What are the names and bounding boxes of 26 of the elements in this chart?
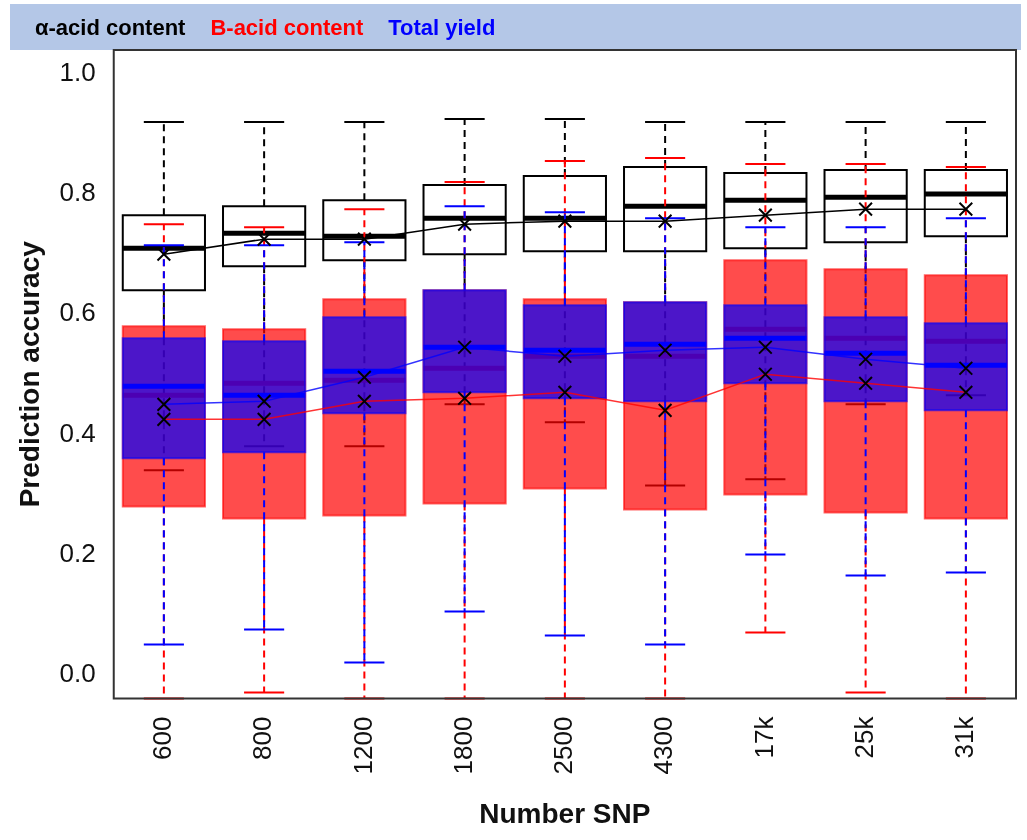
x-tick-label: 1200: [347, 716, 378, 775]
text: Total yield: [388, 15, 496, 41]
point: [758, 207, 773, 223]
x-tick-label: 25k: [848, 715, 879, 759]
point: [357, 231, 372, 247]
x-tick-label: 4300: [648, 716, 679, 775]
y-tick-label: 0.2: [59, 537, 96, 568]
y-tick-label: 1.0: [59, 57, 96, 88]
x-tick-label: 31k: [949, 715, 980, 759]
x-axis-title: Number SNP: [479, 797, 651, 829]
x-tick-label: 17k: [748, 715, 779, 759]
y-tick-label: 0.0: [59, 657, 96, 688]
x-tick-label: 2500: [548, 716, 579, 775]
point: [958, 201, 974, 217]
text: B-acid content: [210, 15, 364, 41]
x-tick-label: 1800: [447, 716, 478, 775]
y-tick-label: 0.8: [59, 177, 96, 208]
y-tick-label: 0.6: [59, 297, 96, 328]
point: [557, 213, 573, 229]
text: α-acid content: [35, 15, 187, 41]
y-tick-label: 0.4: [59, 417, 96, 448]
x-tick-label: 800: [247, 716, 278, 760]
x-tick-label: 600: [147, 716, 178, 760]
point: [858, 201, 873, 217]
point: [657, 213, 673, 229]
y-axis-title: Prediction accuracy: [13, 240, 45, 508]
